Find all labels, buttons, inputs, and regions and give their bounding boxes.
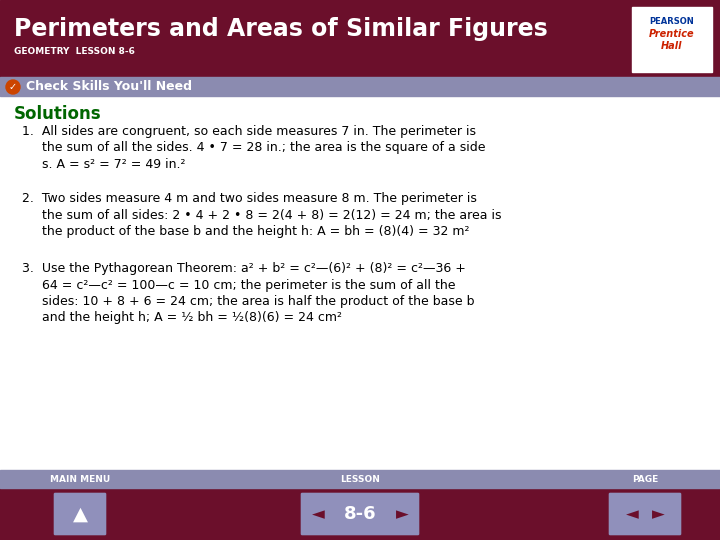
- FancyBboxPatch shape: [300, 492, 420, 536]
- Bar: [0, 488, 720, 540]
- Text: ►: ►: [652, 505, 665, 523]
- Text: Perimeters and Areas of Similar Figures: Perimeters and Areas of Similar Figures: [14, 17, 548, 41]
- Text: Hall: Hall: [661, 41, 683, 51]
- Text: Solutions: Solutions: [14, 105, 102, 123]
- Text: MAIN MENU: MAIN MENU: [50, 475, 110, 483]
- Text: ◄: ◄: [626, 505, 639, 523]
- Text: Check Skills You'll Need: Check Skills You'll Need: [26, 80, 192, 93]
- Text: the product of the base b and the height h: A = bh = (8)(4) = 32 m²: the product of the base b and the height…: [22, 225, 469, 238]
- Bar: [632, 7, 712, 72]
- Text: GEOMETRY  LESSON 8-6: GEOMETRY LESSON 8-6: [14, 48, 135, 57]
- FancyBboxPatch shape: [608, 492, 682, 536]
- Text: the sum of all the sides. 4 • 7 = 28 in.; the area is the square of a side: the sum of all the sides. 4 • 7 = 28 in.…: [22, 141, 485, 154]
- Bar: [0, 0, 720, 78]
- FancyBboxPatch shape: [53, 492, 107, 536]
- Bar: [0, 470, 720, 488]
- Text: ►: ►: [395, 505, 408, 523]
- Text: PAGE: PAGE: [632, 475, 658, 483]
- Text: the sum of all sides: 2 • 4 + 2 • 8 = 2(4 + 8) = 2(12) = 24 m; the area is: the sum of all sides: 2 • 4 + 2 • 8 = 2(…: [22, 208, 502, 221]
- Text: PEARSON: PEARSON: [649, 17, 694, 26]
- Text: 64 = c²—c² = 100—c = 10 cm; the perimeter is the sum of all the: 64 = c²—c² = 100—c = 10 cm; the perimete…: [22, 279, 456, 292]
- Text: 2.  Two sides measure 4 m and two sides measure 8 m. The perimeter is: 2. Two sides measure 4 m and two sides m…: [22, 192, 477, 205]
- Text: sides: 10 + 8 + 6 = 24 cm; the area is half the product of the base b: sides: 10 + 8 + 6 = 24 cm; the area is h…: [22, 295, 474, 308]
- Text: ✓: ✓: [9, 82, 17, 92]
- Text: 8-6: 8-6: [343, 505, 377, 523]
- Text: LESSON: LESSON: [340, 475, 380, 483]
- Bar: [0, 77, 720, 96]
- Text: and the height h; A = ½ bh = ½(8)(6) = 24 cm²: and the height h; A = ½ bh = ½(8)(6) = 2…: [22, 312, 342, 325]
- Text: ◄: ◄: [312, 505, 325, 523]
- Text: s. A = s² = 7² = 49 in.²: s. A = s² = 7² = 49 in.²: [22, 158, 186, 171]
- Circle shape: [6, 80, 20, 94]
- Text: ▲: ▲: [73, 504, 88, 523]
- Text: 3.  Use the Pythagorean Theorem: a² + b² = c²—(6)² + (8)² = c²—36 +: 3. Use the Pythagorean Theorem: a² + b² …: [22, 262, 466, 275]
- Text: Prentice: Prentice: [649, 29, 695, 39]
- Text: 1.  All sides are congruent, so each side measures 7 in. The perimeter is: 1. All sides are congruent, so each side…: [22, 125, 476, 138]
